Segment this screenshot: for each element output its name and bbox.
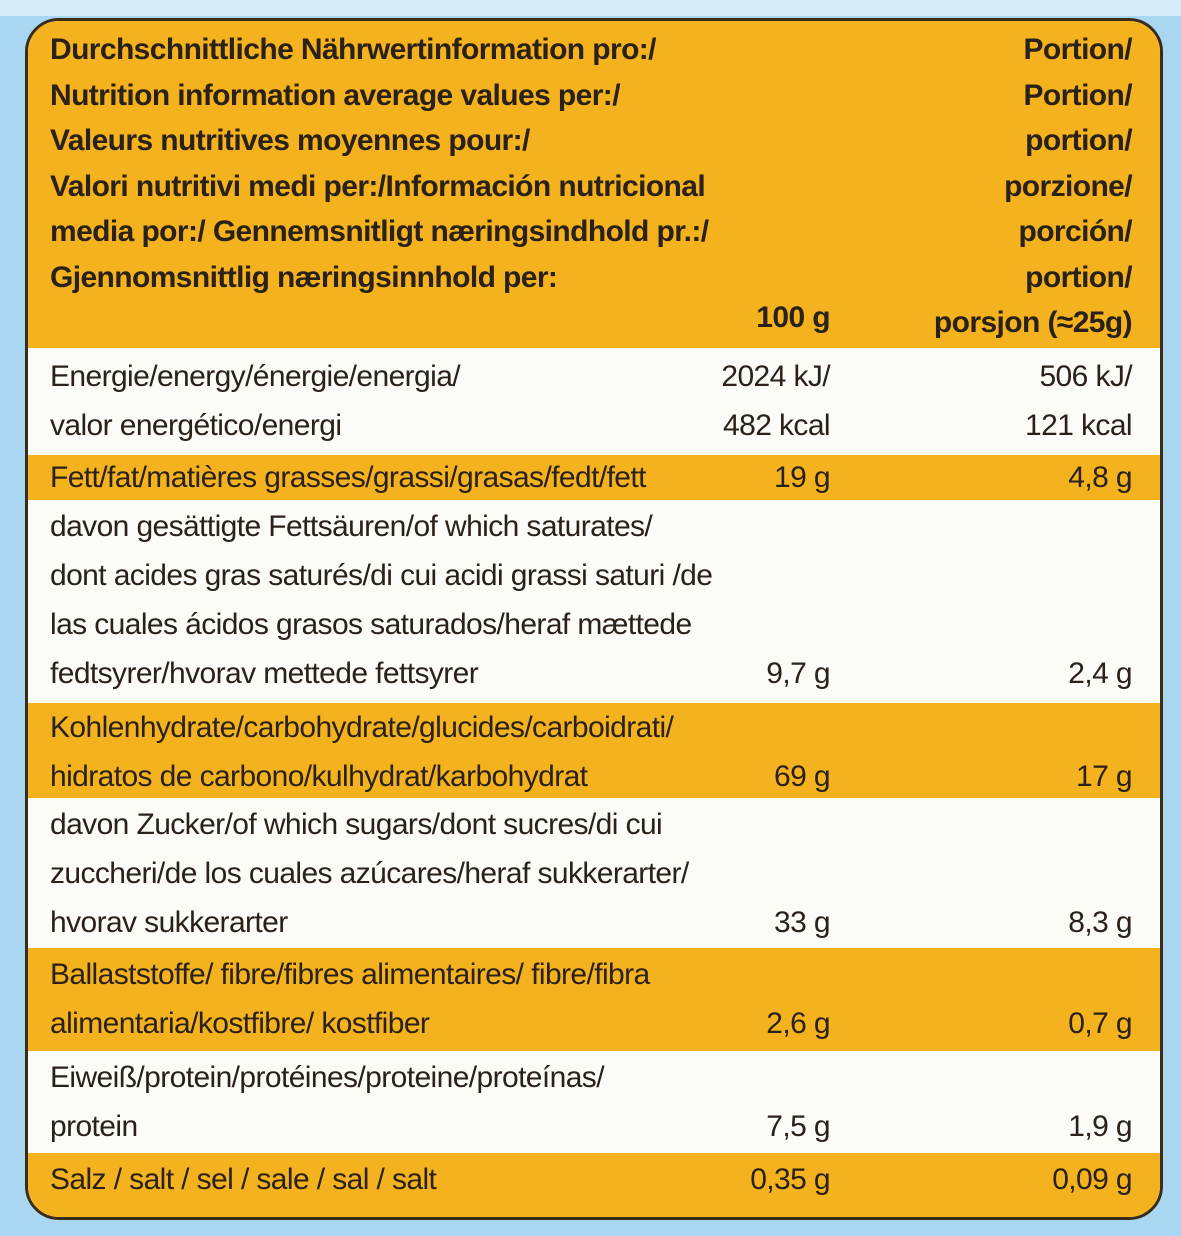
table-header: Durchschnittliche Nährwertinformation pr…	[28, 21, 1160, 348]
table-row-energy: Energie/energy/énergie/energia/ valor en…	[28, 348, 1160, 455]
table-row-carbohydrate: Kohlenhydrate/carbohydrate/glucides/carb…	[28, 703, 1160, 798]
value-100g: 33 g	[774, 906, 831, 939]
table-row-fibre: Ballaststoffe/ fibre/fibres alimentaires…	[28, 948, 1160, 1051]
row-label: davon gesättigte Fettsäuren/of which sat…	[50, 510, 713, 690]
header-col-portion: Portion/ Portion/ portion/ porzione/ por…	[933, 33, 1133, 339]
value-portion: 0,7 g	[1068, 1007, 1132, 1040]
value-portion: 8,3 g	[1068, 906, 1132, 939]
value-portion: 4,8 g	[1068, 461, 1132, 494]
value-portion: 1,9 g	[1068, 1110, 1132, 1143]
table-row-saturates: davon gesättigte Fettsäuren/of which sat…	[28, 500, 1160, 703]
row-label: Fett/fat/matières grasses/grassi/grasas/…	[50, 461, 646, 494]
value-100g: 2024 kJ/ 482 kcal	[721, 360, 830, 442]
value-100g: 9,7 g	[766, 657, 830, 690]
header-col-100g: 100 g	[756, 301, 830, 334]
value-100g: 19 g	[774, 461, 831, 494]
nutrition-table: Durchschnittliche Nährwertinformation pr…	[25, 18, 1163, 1220]
value-portion: 2,4 g	[1068, 657, 1132, 690]
row-label: Eiweiß/protein/protéines/proteine/proteí…	[50, 1061, 605, 1143]
value-100g: 69 g	[774, 760, 831, 793]
value-portion: 17 g	[1076, 760, 1133, 793]
table-row-salt: Salz / salt / sel / sale / sal / salt 0,…	[28, 1153, 1160, 1217]
row-label: Salz / salt / sel / sale / sal / salt	[50, 1163, 437, 1196]
table-row-fat: Fett/fat/matières grasses/grassi/grasas/…	[28, 455, 1160, 500]
value-100g: 2,6 g	[766, 1007, 830, 1040]
header-label: Durchschnittliche Nährwertinformation pr…	[50, 33, 709, 294]
row-label: davon Zucker/of which sugars/dont sucres…	[50, 808, 689, 939]
row-label: Ballaststoffe/ fibre/fibres alimentaires…	[50, 958, 650, 1040]
value-portion: 506 kJ/ 121 kcal	[1025, 360, 1133, 442]
value-portion: 0,09 g	[1052, 1163, 1132, 1196]
row-label: Kohlenhydrate/carbohydrate/glucides/carb…	[50, 711, 674, 793]
package-top-strip	[0, 0, 1181, 16]
value-100g: 0,35 g	[750, 1163, 830, 1196]
table-row-protein: Eiweiß/protein/protéines/proteine/proteí…	[28, 1051, 1160, 1153]
value-100g: 7,5 g	[766, 1110, 830, 1143]
table-row-sugars: davon Zucker/of which sugars/dont sucres…	[28, 798, 1160, 948]
row-label: Energie/energy/énergie/energia/ valor en…	[50, 360, 461, 442]
